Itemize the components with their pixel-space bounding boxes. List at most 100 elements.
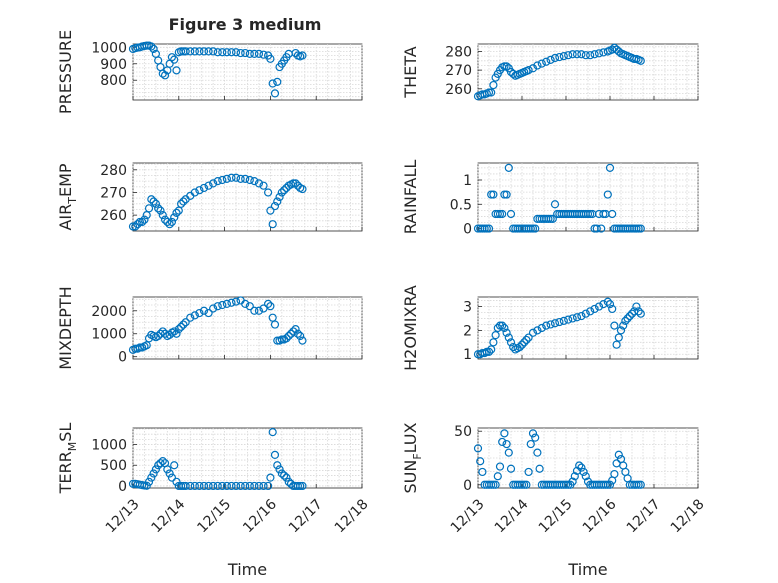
data-point — [176, 47, 186, 56]
data-point — [264, 188, 273, 197]
y-tick-label: 270 — [100, 185, 127, 201]
data-point — [614, 47, 623, 56]
data-point — [151, 199, 160, 208]
data-point — [266, 302, 275, 311]
x-tick-label: 12/16 — [580, 496, 620, 536]
data-point — [537, 59, 546, 68]
y-axis-label: MIXDEPTH — [56, 286, 75, 369]
data-point — [550, 319, 560, 328]
data-point — [195, 308, 204, 318]
data-point — [163, 465, 172, 474]
data-point — [144, 477, 154, 486]
data-point — [520, 338, 529, 347]
data-point — [266, 54, 275, 63]
data-point — [273, 197, 282, 206]
data-point — [605, 480, 615, 489]
data-point — [264, 481, 273, 491]
data-point — [231, 481, 241, 491]
data-point — [236, 174, 245, 183]
data-point — [608, 304, 617, 314]
data-point — [147, 42, 156, 51]
data-point — [561, 480, 571, 489]
data-point — [559, 316, 568, 325]
data-point — [170, 213, 179, 222]
data-point — [603, 297, 612, 306]
x-tick-label: 12/16 — [240, 496, 280, 536]
data-point — [603, 190, 612, 199]
data-point — [293, 481, 302, 491]
data-point — [133, 220, 142, 229]
data-point — [204, 481, 213, 491]
data-point — [264, 299, 273, 308]
data-point — [222, 299, 231, 308]
data-point — [559, 52, 568, 61]
data-point — [619, 321, 628, 330]
data-point — [526, 439, 535, 449]
x-tick-label: 12/15 — [536, 496, 576, 536]
data-point — [634, 307, 643, 316]
data-point — [270, 450, 280, 459]
data-point — [254, 179, 264, 188]
data-point — [612, 340, 621, 349]
data-point — [506, 338, 516, 347]
data-point — [213, 48, 222, 57]
data-point — [270, 320, 280, 329]
data-point — [493, 209, 502, 219]
data-point — [570, 472, 579, 481]
data-point — [568, 314, 577, 323]
data-point — [213, 302, 222, 311]
y-axis-label: THETA — [401, 46, 420, 98]
data-point — [517, 480, 527, 489]
data-point — [586, 307, 595, 316]
y-tick-label: 800 — [100, 73, 127, 89]
data-point — [636, 56, 645, 65]
data-point — [482, 224, 491, 233]
data-point — [546, 55, 555, 64]
data-point — [250, 481, 259, 491]
data-point — [599, 209, 608, 219]
data-point — [524, 66, 533, 75]
y-tick-label: 0 — [463, 478, 472, 494]
data-point — [158, 457, 167, 466]
y-axis-label: PRESSURE — [56, 30, 75, 114]
data-point — [564, 315, 573, 324]
data-point — [500, 190, 509, 199]
data-point — [500, 429, 509, 438]
data-point — [581, 309, 590, 318]
data-point — [254, 49, 264, 58]
data-point — [291, 179, 300, 188]
data-point — [586, 51, 595, 60]
data-point — [605, 163, 615, 172]
x-tick-label: 12/13 — [448, 496, 488, 536]
data-point — [245, 302, 254, 311]
data-point — [266, 473, 275, 482]
data-point — [156, 459, 165, 468]
data-point — [581, 51, 590, 60]
data-point — [250, 49, 259, 58]
data-point — [227, 481, 236, 491]
x-tick-label: 12/15 — [194, 496, 234, 536]
data-point — [524, 333, 533, 342]
data-point — [537, 323, 546, 333]
data-point — [190, 481, 199, 491]
data-point — [179, 320, 188, 329]
data-point — [135, 217, 144, 227]
data-point — [172, 329, 181, 338]
x-axis-label: Time — [567, 560, 607, 579]
data-point — [550, 200, 560, 209]
y-tick-label: 280 — [100, 163, 127, 179]
data-point — [636, 480, 645, 489]
data-point — [298, 51, 307, 60]
data-point — [163, 217, 172, 227]
y-tick-label: 900 — [100, 57, 127, 73]
data-point — [154, 204, 163, 213]
data-point — [500, 323, 509, 333]
data-point — [277, 469, 286, 478]
data-point — [222, 48, 231, 57]
data-point — [268, 428, 277, 437]
data-point — [528, 64, 538, 73]
data-point — [204, 308, 213, 318]
data-point — [199, 481, 209, 491]
data-point — [592, 224, 601, 233]
